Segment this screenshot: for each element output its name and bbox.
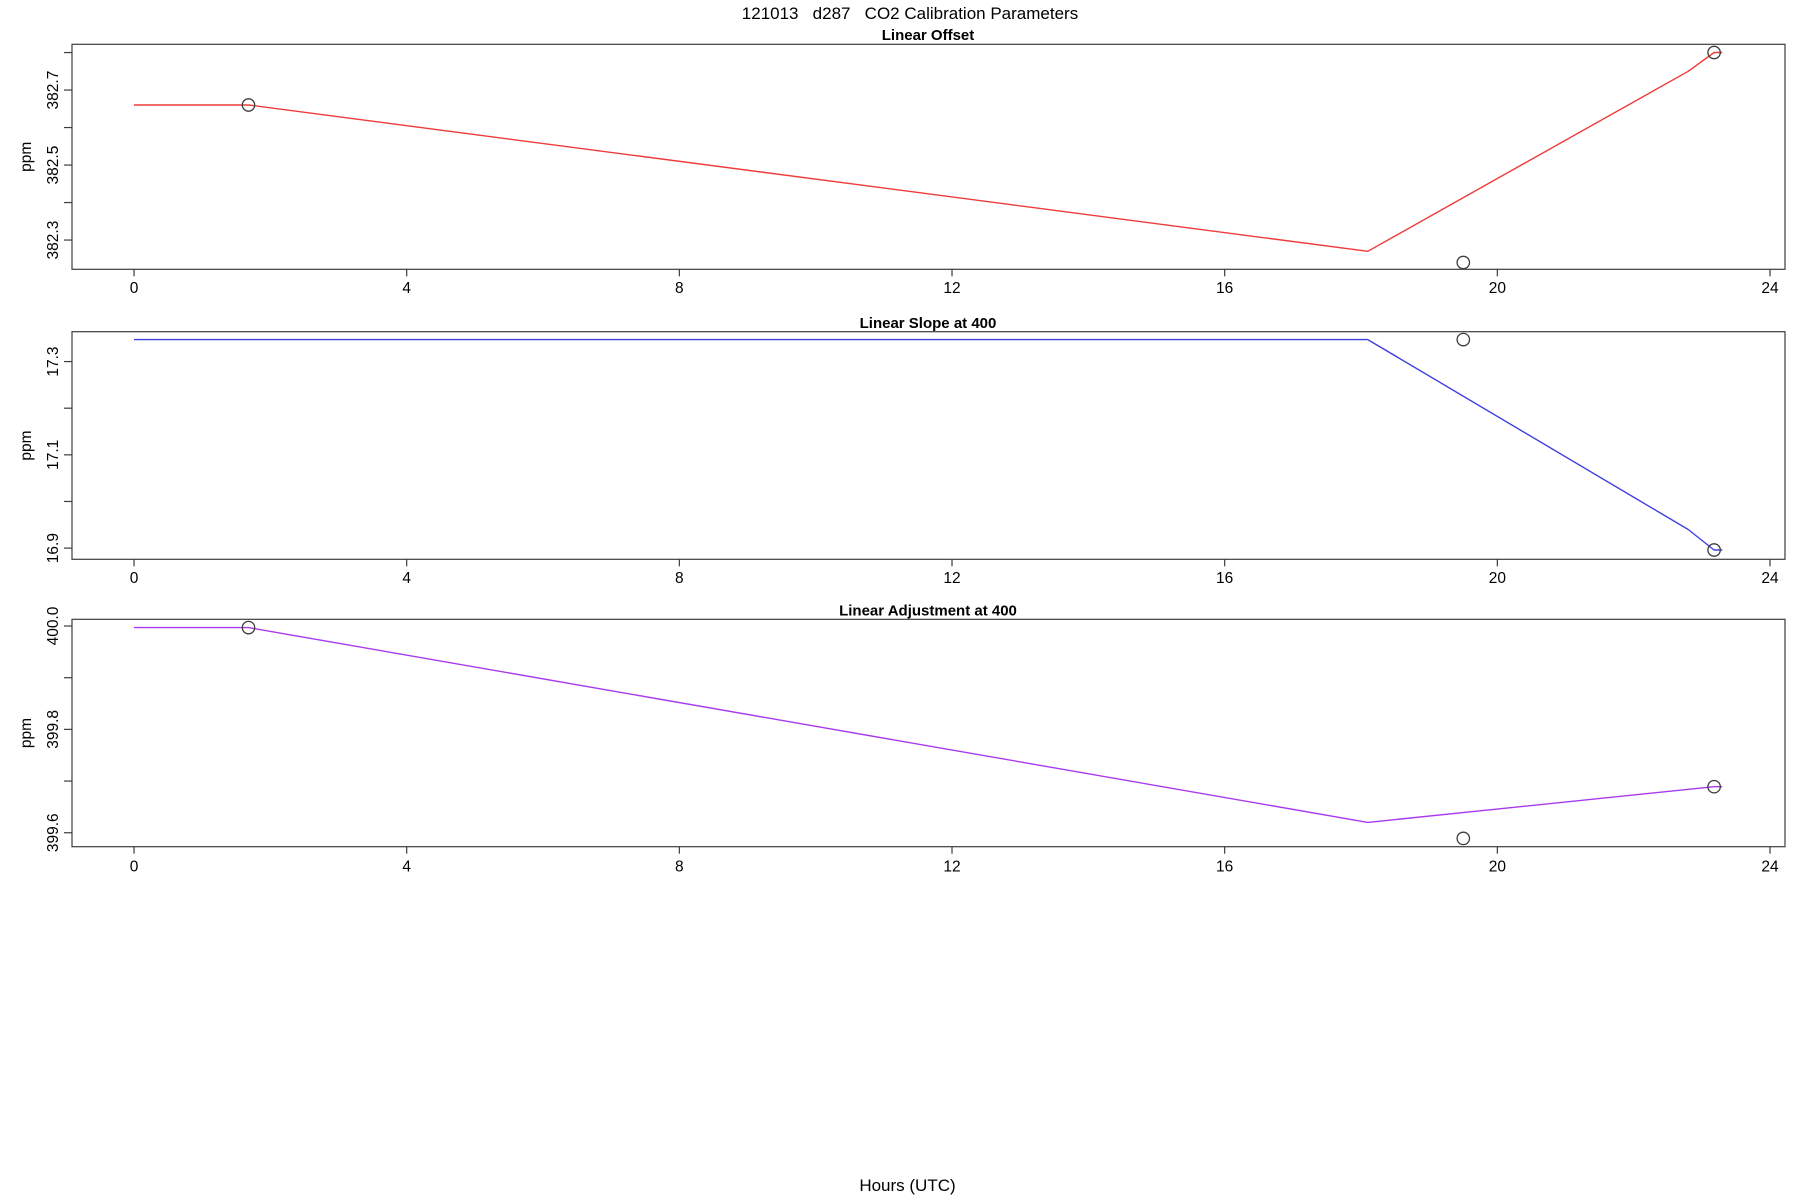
y-tick-label: 399.6 <box>45 813 62 852</box>
y-tick-label: 400.0 <box>45 606 62 645</box>
linear-offset-point <box>1707 45 1721 60</box>
panel-linear-adjustment-at-400: Linear Adjustment at 400 0 4 8 12 16 20 24 399.6… <box>18 603 1786 876</box>
linear-slope-at-400-point <box>1707 543 1721 557</box>
x-tick-label: 24 <box>1761 280 1779 297</box>
x-tick-label: 20 <box>1489 859 1507 876</box>
x-axis-title: Hours (UTC) <box>859 1176 956 1195</box>
x-tick-label: 20 <box>1489 280 1507 297</box>
x-tick-label: 0 <box>130 280 139 297</box>
panel-border <box>71 618 1786 848</box>
y-tick-label: 382.5 <box>45 146 62 185</box>
panel-title-linear-slope-at-400: Linear Slope at 400 <box>860 315 997 332</box>
linear-offset-point <box>1456 255 1471 270</box>
x-tick-label: 16 <box>1216 570 1233 587</box>
chart-title: 121013 d287 CO2 Calibration Parameters <box>741 4 1079 23</box>
y-tick-label: 382.7 <box>45 71 62 110</box>
linear-adjustment-at-400-point <box>241 620 256 635</box>
x-tick-label: 0 <box>130 859 139 876</box>
x-tick-label: 16 <box>1216 859 1233 876</box>
x-tick-label: 4 <box>402 859 411 876</box>
y-tick-label: 399.8 <box>45 710 62 749</box>
panel-border <box>71 331 1786 560</box>
x-tick-label: 8 <box>675 859 684 876</box>
x-tick-label: 12 <box>943 280 960 297</box>
panel-border <box>71 43 1786 270</box>
y-axis-label: ppm <box>18 142 35 172</box>
linear-offset-line <box>134 51 1723 253</box>
y-tick-label: 16.9 <box>45 533 62 563</box>
y-tick-label: 382.3 <box>45 221 62 260</box>
linear-adjustment-at-400-point <box>1456 831 1471 846</box>
x-tick-label: 8 <box>675 280 684 297</box>
x-tick-label: 0 <box>130 570 139 587</box>
x-tick-label: 16 <box>1216 280 1233 297</box>
linear-adjustment-at-400-point <box>1707 779 1721 794</box>
panel-linear-offset: Linear Offset 0 4 8 12 16 20 24 382.3 382.5 382.7 p… <box>18 27 1786 297</box>
panel-linear-slope-at-400: Linear Slope at 400 0 4 8 12 16 20 24 16.9 17.1 17… <box>18 315 1786 587</box>
x-tick-label: 4 <box>402 570 411 587</box>
y-axis-label: ppm <box>18 430 35 460</box>
panel-title-linear-offset: Linear Offset <box>882 27 975 44</box>
x-tick-label: 4 <box>402 280 411 297</box>
x-tick-label: 20 <box>1489 570 1507 587</box>
y-tick-label: 17.3 <box>45 346 62 376</box>
linear-adjustment-at-400-line <box>134 626 1723 824</box>
y-axis-label: ppm <box>18 718 35 748</box>
linear-slope-at-400-line <box>134 338 1723 551</box>
x-tick-label: 12 <box>943 570 960 587</box>
linear-offset-point <box>241 98 256 112</box>
x-tick-label: 8 <box>675 570 684 587</box>
x-tick-label: 12 <box>943 859 960 876</box>
panel-title-linear-adjustment-at-400: Linear Adjustment at 400 <box>839 603 1017 620</box>
y-tick-label: 17.1 <box>45 440 62 470</box>
linear-slope-at-400-point <box>1456 332 1471 347</box>
x-tick-label: 24 <box>1761 570 1779 587</box>
x-tick-label: 24 <box>1761 859 1779 876</box>
